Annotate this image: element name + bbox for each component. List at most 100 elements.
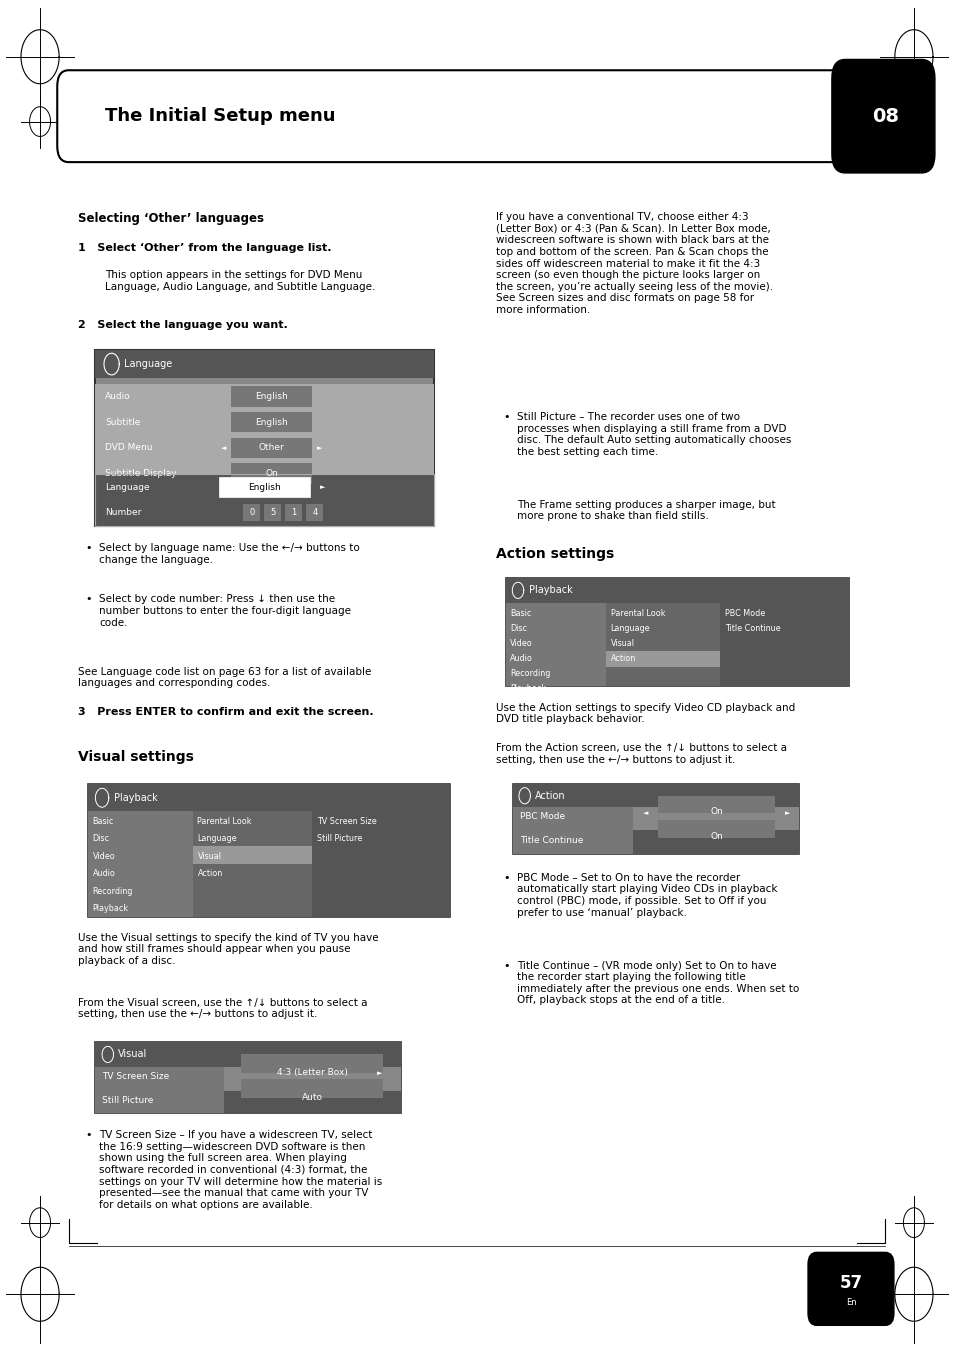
Text: Audio: Audio [510, 654, 533, 663]
Bar [285, 504, 302, 521]
Text: Action settings: Action settings [496, 547, 614, 561]
Bar [193, 812, 312, 917]
Bar [231, 463, 312, 484]
Text: Select by language name: Use the ←/→ buttons to
change the language.: Select by language name: Use the ←/→ but… [99, 543, 359, 565]
Text: ►: ► [320, 484, 325, 490]
Text: •: • [503, 412, 510, 422]
Text: Visual: Visual [610, 639, 634, 648]
Text: The Frame setting produces a sharper image, but
more prone to shake than field s: The Frame setting produces a sharper ima… [517, 500, 775, 521]
Bar [306, 504, 323, 521]
Text: Playback: Playback [114, 793, 158, 802]
Text: Video: Video [92, 852, 115, 861]
Text: If you have a conventional TV, choose either 4:3
(Letter Box) or 4:3 (Pan & Scan: If you have a conventional TV, choose ei… [496, 212, 772, 315]
Bar [312, 812, 450, 917]
Text: ◄: ◄ [249, 484, 254, 490]
Text: Action: Action [197, 870, 222, 878]
Text: Language: Language [105, 482, 150, 492]
Text: Visual: Visual [197, 852, 221, 861]
Text: Language: Language [124, 359, 172, 369]
Bar [88, 785, 450, 917]
FancyBboxPatch shape [831, 59, 934, 173]
Text: Video: Video [510, 639, 533, 648]
Text: Visual settings: Visual settings [78, 751, 193, 765]
Text: Still Picture – The recorder uses one of two
processes when displaying a still f: Still Picture – The recorder uses one of… [517, 412, 791, 457]
Text: •: • [86, 594, 92, 604]
Text: Language: Language [610, 624, 650, 634]
Text: Subtitle: Subtitle [105, 417, 140, 427]
Text: Parental Look: Parental Look [197, 817, 252, 825]
Text: Playback: Playback [510, 684, 546, 693]
Bar [241, 1055, 382, 1074]
Bar [95, 461, 434, 486]
Text: •: • [503, 961, 510, 970]
Text: Number: Number [105, 508, 141, 517]
Bar [633, 807, 799, 854]
Bar [223, 1067, 400, 1092]
Text: Basic: Basic [510, 609, 531, 619]
Text: ◄: ◄ [220, 444, 226, 451]
Bar [95, 350, 434, 378]
Text: En: En [844, 1298, 856, 1306]
Bar [95, 350, 434, 526]
Text: Playback: Playback [529, 585, 573, 596]
Text: 1   Select ‘Other’ from the language list.: 1 Select ‘Other’ from the language list. [78, 243, 332, 253]
Bar [88, 812, 193, 917]
Bar [231, 412, 312, 432]
Text: Other: Other [258, 443, 284, 453]
Text: Action: Action [610, 654, 635, 663]
Text: 3   Press ENTER to confirm and exit the screen.: 3 Press ENTER to confirm and exit the sc… [78, 708, 374, 717]
Text: Auto: Auto [301, 1093, 322, 1101]
Text: Audio: Audio [92, 870, 115, 878]
Text: 4: 4 [312, 508, 317, 517]
Bar [95, 1043, 400, 1113]
Bar [605, 603, 720, 686]
Text: From the Action screen, use the ↑/↓ buttons to select a
setting, then use the ←/: From the Action screen, use the ↑/↓ butt… [496, 743, 786, 765]
Text: Subtitle Display: Subtitle Display [105, 469, 176, 478]
Text: TV Screen Size: TV Screen Size [316, 817, 376, 825]
Text: ►: ► [783, 809, 789, 816]
Bar [513, 784, 799, 807]
Text: See Language code list on page 63 for a list of available
languages and correspo: See Language code list on page 63 for a … [78, 667, 372, 688]
Text: ►: ► [316, 444, 322, 451]
Bar [95, 409, 434, 435]
Text: Title Continue: Title Continue [519, 836, 582, 846]
Text: PBC Mode: PBC Mode [519, 812, 564, 821]
Text: 57: 57 [839, 1274, 862, 1293]
Text: TV Screen Size: TV Screen Size [102, 1073, 169, 1081]
Text: Still Picture: Still Picture [316, 835, 361, 843]
Text: 1: 1 [291, 508, 296, 517]
Bar [231, 438, 312, 458]
Text: This option appears in the settings for DVD Menu
Language, Audio Language, and S: This option appears in the settings for … [105, 270, 375, 292]
Text: 0: 0 [249, 508, 254, 517]
Text: Title Continue: Title Continue [724, 624, 780, 634]
Text: •: • [86, 1131, 92, 1140]
Text: Select by code number: Press ↓ then use the
number buttons to enter the four-dig: Select by code number: Press ↓ then use … [99, 594, 351, 628]
Bar [193, 847, 312, 865]
Bar [95, 384, 434, 409]
Text: The Initial Setup menu: The Initial Setup menu [105, 107, 335, 126]
FancyBboxPatch shape [57, 70, 877, 162]
Text: 2   Select the language you want.: 2 Select the language you want. [78, 320, 288, 330]
Text: Selecting ‘Other’ languages: Selecting ‘Other’ languages [78, 212, 264, 226]
Text: Parental Look: Parental Look [610, 609, 664, 619]
Text: English: English [248, 482, 281, 492]
Bar [95, 474, 434, 526]
Text: ►: ► [376, 1070, 382, 1077]
Text: From the Visual screen, use the ↑/↓ buttons to select a
setting, then use the ←/: From the Visual screen, use the ↑/↓ butt… [78, 998, 367, 1019]
Text: On: On [709, 808, 722, 816]
Text: •: • [503, 873, 510, 882]
Text: On: On [709, 832, 722, 840]
Text: Use the Visual settings to specify the kind of TV you have
and how still frames : Use the Visual settings to specify the k… [78, 934, 378, 966]
Bar [95, 1043, 400, 1067]
Bar [95, 435, 434, 461]
FancyBboxPatch shape [807, 1252, 893, 1325]
Bar [605, 651, 720, 667]
Text: 4:3 (Letter Box): 4:3 (Letter Box) [276, 1069, 347, 1077]
Text: ◄: ◄ [642, 809, 648, 816]
Bar [223, 1067, 400, 1113]
Text: English: English [254, 417, 288, 427]
Text: Recording: Recording [510, 669, 550, 678]
Text: Disc: Disc [510, 624, 527, 634]
Bar [513, 784, 799, 854]
Text: 08: 08 [871, 107, 898, 126]
